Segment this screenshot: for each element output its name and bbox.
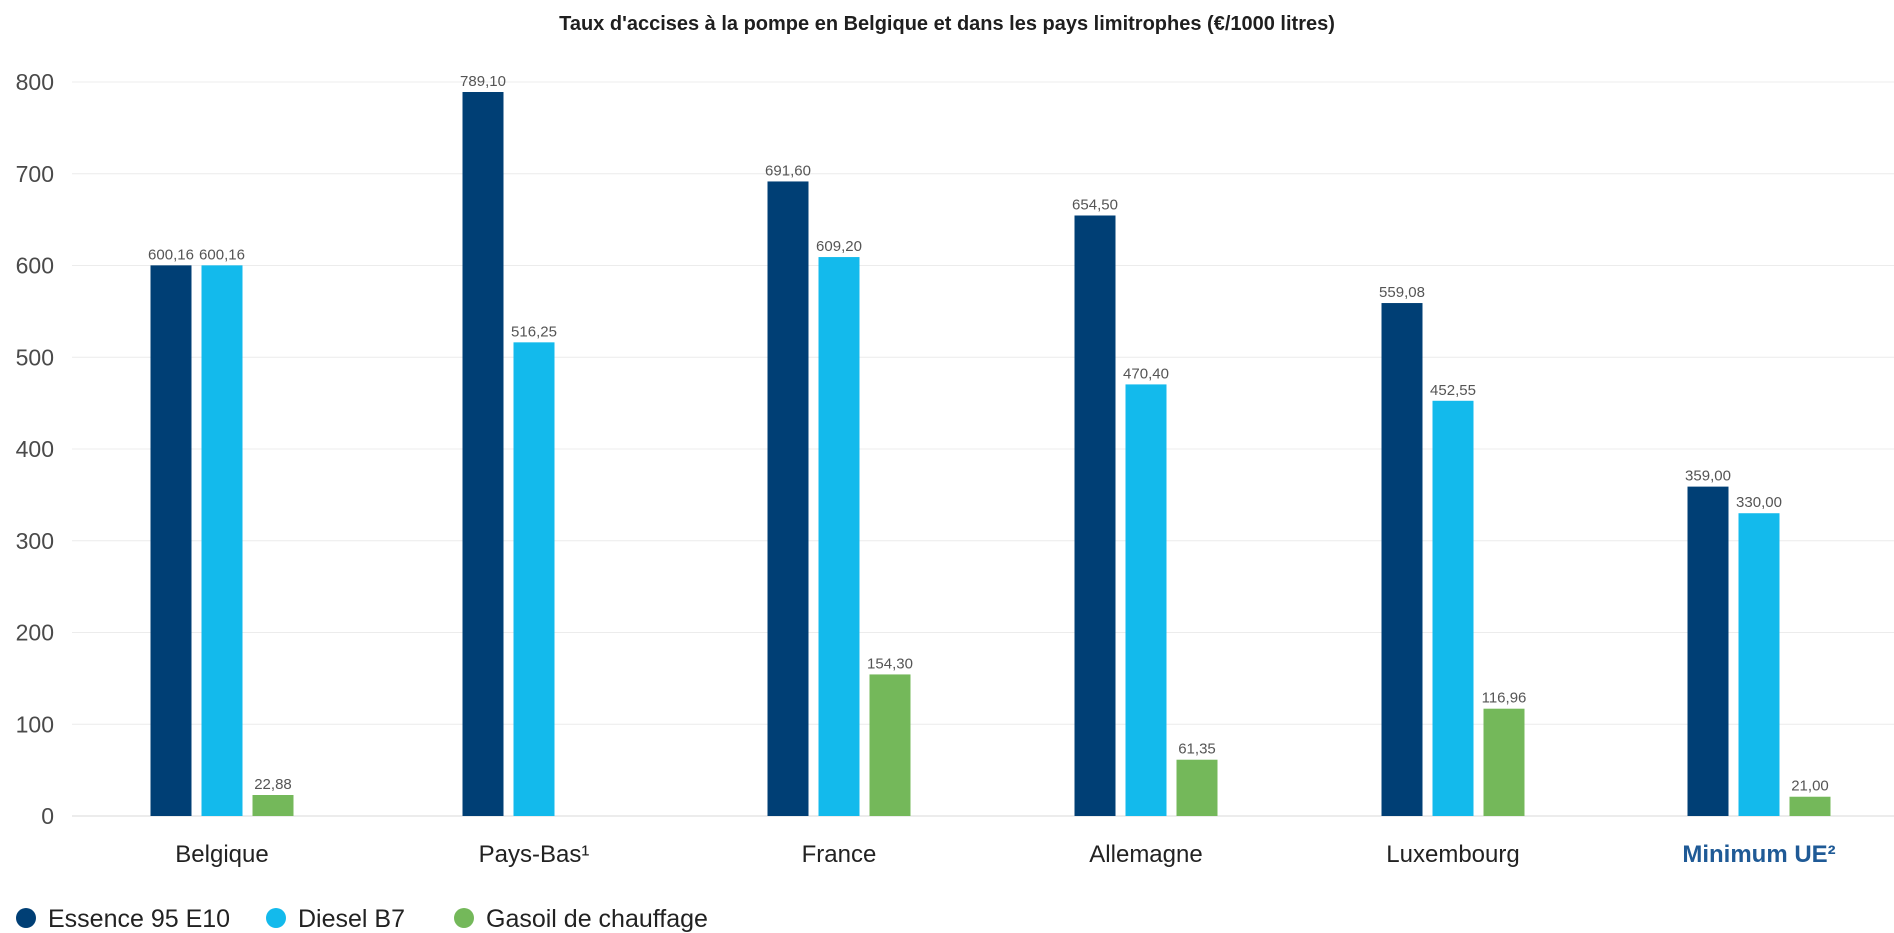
y-axis-ticks: 0 100 200 300 400 500 600 700 800 bbox=[16, 69, 54, 829]
legend-marker bbox=[266, 908, 286, 928]
bars bbox=[150, 92, 1831, 817]
bar bbox=[767, 181, 809, 816]
legend-item: Gasoil de chauffage bbox=[454, 905, 708, 933]
data-label: 600,16 bbox=[148, 246, 194, 263]
x-tick-label: Belgique bbox=[175, 841, 268, 868]
data-label: 452,55 bbox=[1430, 382, 1476, 399]
x-tick-label: Pays-Bas¹ bbox=[479, 841, 590, 868]
y-tick-label: 400 bbox=[16, 436, 54, 462]
y-tick-label: 300 bbox=[16, 528, 54, 554]
bar bbox=[1738, 513, 1780, 816]
legend-label: Essence 95 E10 bbox=[48, 905, 230, 933]
data-label: 61,35 bbox=[1178, 741, 1216, 758]
bar bbox=[1483, 708, 1525, 816]
data-label: 789,10 bbox=[460, 73, 506, 90]
y-tick-label: 800 bbox=[16, 69, 54, 95]
y-tick-label: 100 bbox=[16, 711, 54, 737]
data-label: 470,40 bbox=[1123, 365, 1169, 382]
bar bbox=[1176, 759, 1218, 816]
data-label: 359,00 bbox=[1685, 468, 1731, 485]
y-tick-label: 0 bbox=[41, 803, 54, 829]
y-tick-label: 600 bbox=[16, 253, 54, 279]
gridlines bbox=[72, 81, 1894, 817]
data-label: 559,08 bbox=[1379, 284, 1425, 301]
data-label: 154,30 bbox=[867, 655, 913, 672]
y-tick-label: 500 bbox=[16, 344, 54, 370]
bar bbox=[1432, 400, 1474, 816]
data-label: 516,25 bbox=[511, 323, 557, 340]
bar bbox=[201, 265, 243, 816]
data-label: 609,20 bbox=[816, 238, 862, 255]
bar bbox=[818, 257, 860, 817]
bar bbox=[1125, 384, 1167, 816]
x-tick-label: France bbox=[802, 841, 877, 868]
data-label: 116,96 bbox=[1482, 690, 1527, 707]
bar bbox=[252, 795, 294, 816]
data-label: 654,50 bbox=[1072, 196, 1118, 213]
legend-marker bbox=[16, 908, 36, 928]
legend-item: Diesel B7 bbox=[266, 905, 405, 933]
chart-title: Taux d'accises à la pompe en Belgique et… bbox=[559, 13, 1335, 35]
data-label: 22,88 bbox=[254, 776, 292, 793]
legend-label: Diesel B7 bbox=[298, 905, 405, 933]
legend-marker bbox=[454, 908, 474, 928]
x-tick-label: Luxembourg bbox=[1386, 841, 1519, 868]
x-axis-ticks: Belgique Pays-Bas¹ France Allemagne Luxembou… bbox=[175, 841, 1835, 868]
bar bbox=[150, 265, 192, 816]
legend: Essence 95 E10 Diesel B7 Gasoil de chauffa… bbox=[16, 905, 708, 933]
bar bbox=[513, 342, 555, 816]
data-label: 691,60 bbox=[765, 162, 811, 179]
y-tick-label: 700 bbox=[16, 161, 54, 187]
y-tick-label: 200 bbox=[16, 620, 54, 646]
data-labels: 600,16 600,16 22,88 789,10 516,25 691,60 609,2… bbox=[148, 73, 1829, 795]
x-tick-label: Minimum UE² bbox=[1682, 841, 1835, 868]
data-label: 330,00 bbox=[1736, 494, 1782, 511]
legend-label: Gasoil de chauffage bbox=[486, 905, 708, 933]
x-tick-label: Allemagne bbox=[1089, 841, 1202, 868]
bar bbox=[1381, 303, 1423, 817]
bar bbox=[869, 674, 911, 816]
bar bbox=[1074, 215, 1116, 817]
bar bbox=[1687, 486, 1729, 816]
legend-item: Essence 95 E10 bbox=[16, 905, 230, 933]
data-label: 600,16 bbox=[199, 246, 245, 263]
bar bbox=[462, 92, 504, 817]
bar bbox=[1789, 796, 1831, 816]
data-label: 21,00 bbox=[1791, 778, 1829, 795]
